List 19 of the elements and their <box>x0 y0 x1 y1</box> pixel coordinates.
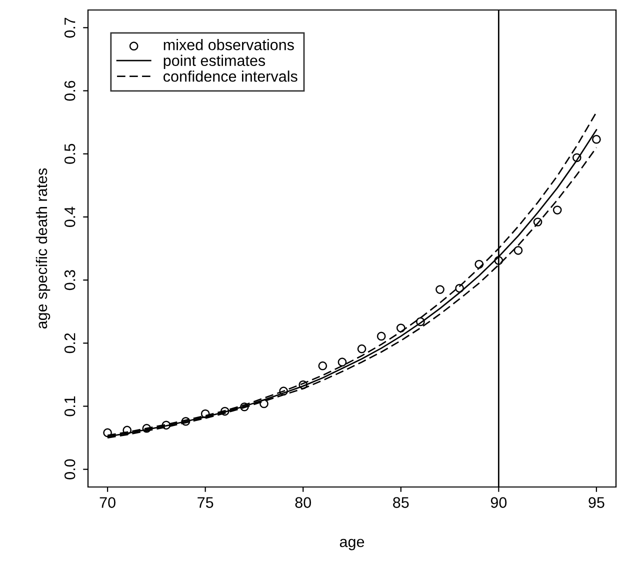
legend-label: point estimates <box>164 54 266 70</box>
x-tick-label: 75 <box>198 497 214 508</box>
y-tick-label: 0.5 <box>64 144 76 164</box>
y-tick-label: 0.2 <box>64 333 76 354</box>
y-tick-label: 0.6 <box>64 80 76 101</box>
y-tick-label: 0.7 <box>64 18 76 38</box>
legend-label: mixed observations <box>164 39 294 50</box>
x-tick-label: 95 <box>588 497 604 508</box>
y-tick-label: 0.1 <box>64 396 76 416</box>
y-tick-label: 0.0 <box>64 459 76 480</box>
x-tick-label: 70 <box>100 497 116 508</box>
legend-label: confidence intervals <box>164 70 298 82</box>
x-tick-label: 80 <box>295 497 312 508</box>
y-tick-label: 0.3 <box>64 270 76 290</box>
y-tick-label: 0.4 <box>64 206 76 227</box>
y-axis-title: age specific death rates <box>36 168 50 329</box>
x-tick-label: 90 <box>490 497 507 508</box>
x-axis-title: age <box>340 538 364 550</box>
x-tick-label: 85 <box>393 497 409 508</box>
